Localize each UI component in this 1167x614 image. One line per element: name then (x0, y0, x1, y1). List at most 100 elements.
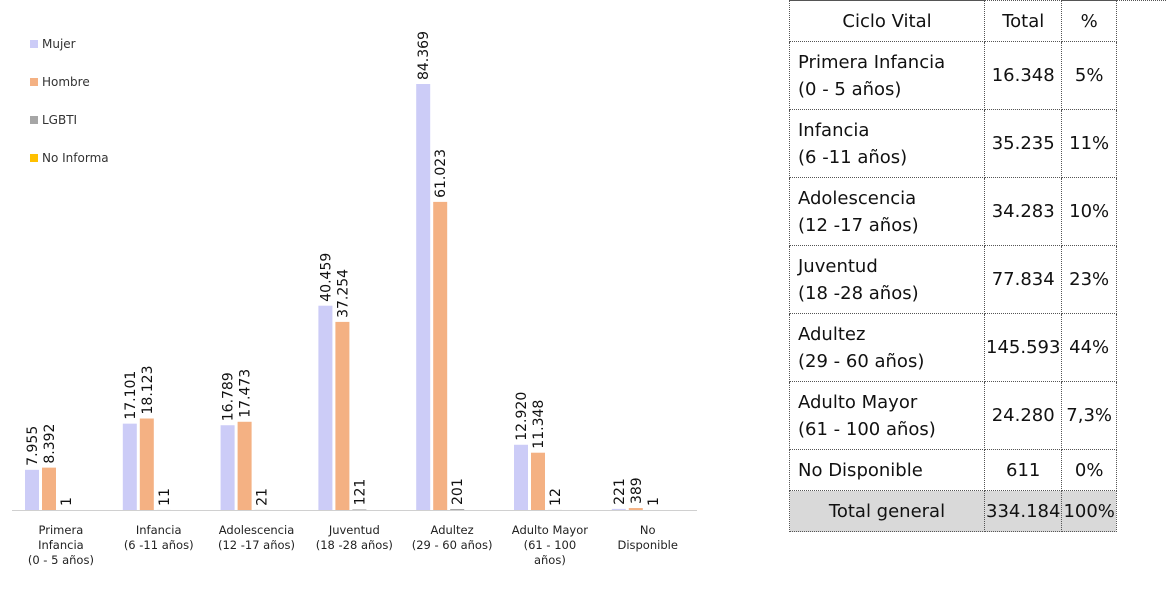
row-name-line2: (12 -17 años) (798, 214, 919, 236)
data-label: 221 (612, 478, 628, 505)
bar-mujer (25, 469, 39, 510)
bar-hombre (237, 421, 252, 510)
row-name: Juventud (18 -28 años) (789, 245, 985, 314)
data-label: 17.101 (123, 371, 139, 420)
category-label: No Disponible (600, 523, 696, 553)
row-name-line1: Adolescencia (798, 187, 917, 209)
bar-mujer (514, 444, 528, 510)
row-percent: 5% (1061, 41, 1117, 110)
row-name-line1: Adultez (798, 323, 866, 345)
table-header-row: Ciclo Vital Total % (789, 0, 1117, 42)
bar-mujer (318, 305, 333, 510)
table-row: Adulto Mayor (61 - 100 años) 24.280 7,3% (789, 381, 1117, 450)
bar-mujer (611, 508, 626, 510)
data-label: 7.955 (25, 426, 41, 466)
row-name-line2: (6 -11 años) (798, 146, 908, 168)
row-name: Adolescencia (12 -17 años) (789, 177, 985, 246)
data-label: 16.789 (221, 372, 237, 421)
row-name: Primera Infancia (0 - 5 años) (789, 41, 985, 110)
category-label-line: (6 -11 años) (123, 538, 194, 552)
bar-hombre (628, 508, 643, 510)
data-label: 389 (629, 477, 645, 504)
row-percent: 10% (1061, 177, 1117, 246)
row-total: 611 (983, 449, 1063, 491)
bar-hombre (433, 201, 448, 510)
table-row: Adultez (29 - 60 años) 145.593 44% (789, 313, 1117, 382)
category-label-line: Adulto Mayor (511, 523, 588, 537)
legend-item: Hombre (30, 72, 109, 91)
bar-chart-plot: 7.955 8.392 1 17.101 18.123 11 16.789 17.473 21 4… (12, 31, 697, 511)
row-percent: 7,3% (1061, 381, 1117, 450)
category-label: Adulto Mayor (61 - 100 años) (502, 523, 598, 568)
bar-hombre (531, 452, 545, 510)
table-row: Primera Infancia (0 - 5 años) 16.348 5% (789, 41, 1117, 110)
row-total: 145.593 (983, 313, 1063, 382)
bar-lgbti (352, 509, 367, 510)
row-percent: 44% (1061, 313, 1117, 382)
category-label: Adolescencia (12 -17 años) (209, 523, 305, 553)
bar-hombre (42, 467, 56, 510)
category-label: Adultez (29 - 60 años) (404, 523, 500, 553)
data-label: 84.369 (416, 31, 432, 80)
summary-table-wrapper: Ciclo Vital Total % Primera Infancia (0 -… (789, 0, 1117, 532)
row-percent: 11% (1061, 109, 1117, 178)
bar-mujer (122, 423, 137, 510)
category-label-line: (61 - 100 (523, 538, 577, 552)
table-row: Infancia (6 -11 años) 35.235 11% (789, 109, 1117, 178)
row-name-line2: (29 - 60 años) (798, 350, 925, 372)
category-label-line: Juventud (328, 523, 380, 537)
table-row: Juventud (18 -28 años) 77.834 23% (789, 245, 1117, 314)
summary-table: Ciclo Vital Total % Primera Infancia (0 -… (789, 0, 1117, 532)
category-label: Primera Infancia (0 - 5 años) (13, 523, 109, 568)
data-label: 40.459 (318, 253, 334, 302)
row-name-line1: Adulto Mayor (798, 391, 918, 413)
header-total: Total (983, 0, 1063, 42)
legend-swatch (30, 153, 38, 162)
data-label: 8.392 (42, 424, 58, 464)
table-row-total: Total general 334.184 100% (789, 490, 1117, 532)
legend-item: LGBTI (30, 110, 109, 129)
row-name-line1: Juventud (798, 255, 878, 277)
row-name: Adultez (29 - 60 años) (789, 313, 985, 382)
data-label: 61.023 (433, 149, 449, 198)
bar-hombre (139, 418, 154, 510)
data-label: 12.920 (514, 392, 530, 441)
category-label: Infancia (6 -11 años) (111, 523, 207, 553)
row-name-line2: (61 - 100 años) (798, 418, 936, 440)
legend-label: No Informa (42, 150, 109, 165)
category-label-line: Infancia (135, 523, 182, 537)
data-label: 17.473 (238, 369, 254, 418)
row-total: 35.235 (983, 109, 1063, 178)
chart-legend: Mujer Hombre LGBTI No Informa (30, 34, 109, 186)
bar-mujer (220, 425, 235, 510)
total-percent: 100% (1061, 490, 1117, 532)
category-label: Juventud (18 -28 años) (306, 523, 402, 553)
data-label: 37.254 (335, 269, 351, 318)
bar-lgbti (450, 508, 465, 510)
row-name: Infancia (6 -11 años) (789, 109, 985, 178)
row-name-line1: Primera Infancia (798, 51, 946, 73)
legend-swatch (30, 39, 38, 48)
data-label: 21 (255, 488, 271, 506)
legend-swatch (30, 115, 38, 124)
category-label-line: (29 - 60 años) (411, 538, 493, 552)
row-name: No Disponible (789, 449, 985, 491)
bar-mujer (416, 84, 431, 510)
row-total: 77.834 (983, 245, 1063, 314)
header-percent: % (1061, 0, 1117, 42)
data-label: 11.348 (531, 400, 547, 449)
category-label-line: Adolescencia (218, 523, 295, 537)
legend-item: No Informa (30, 148, 109, 167)
row-name-line2: (18 -28 años) (798, 282, 919, 304)
row-total: 24.280 (983, 381, 1063, 450)
row-name: Adulto Mayor (61 - 100 años) (789, 381, 985, 450)
row-name-line2: (0 - 5 años) (798, 78, 902, 100)
category-label-line: (18 -28 años) (315, 538, 393, 552)
data-label: 1 (59, 497, 75, 506)
data-label: 18.123 (140, 365, 156, 414)
legend-swatch (30, 77, 38, 86)
legend-label: Hombre (42, 74, 90, 89)
category-label-line: Adultez (430, 523, 474, 537)
data-label: 12 (548, 488, 564, 506)
category-label-line: (12 -17 años) (217, 538, 296, 552)
